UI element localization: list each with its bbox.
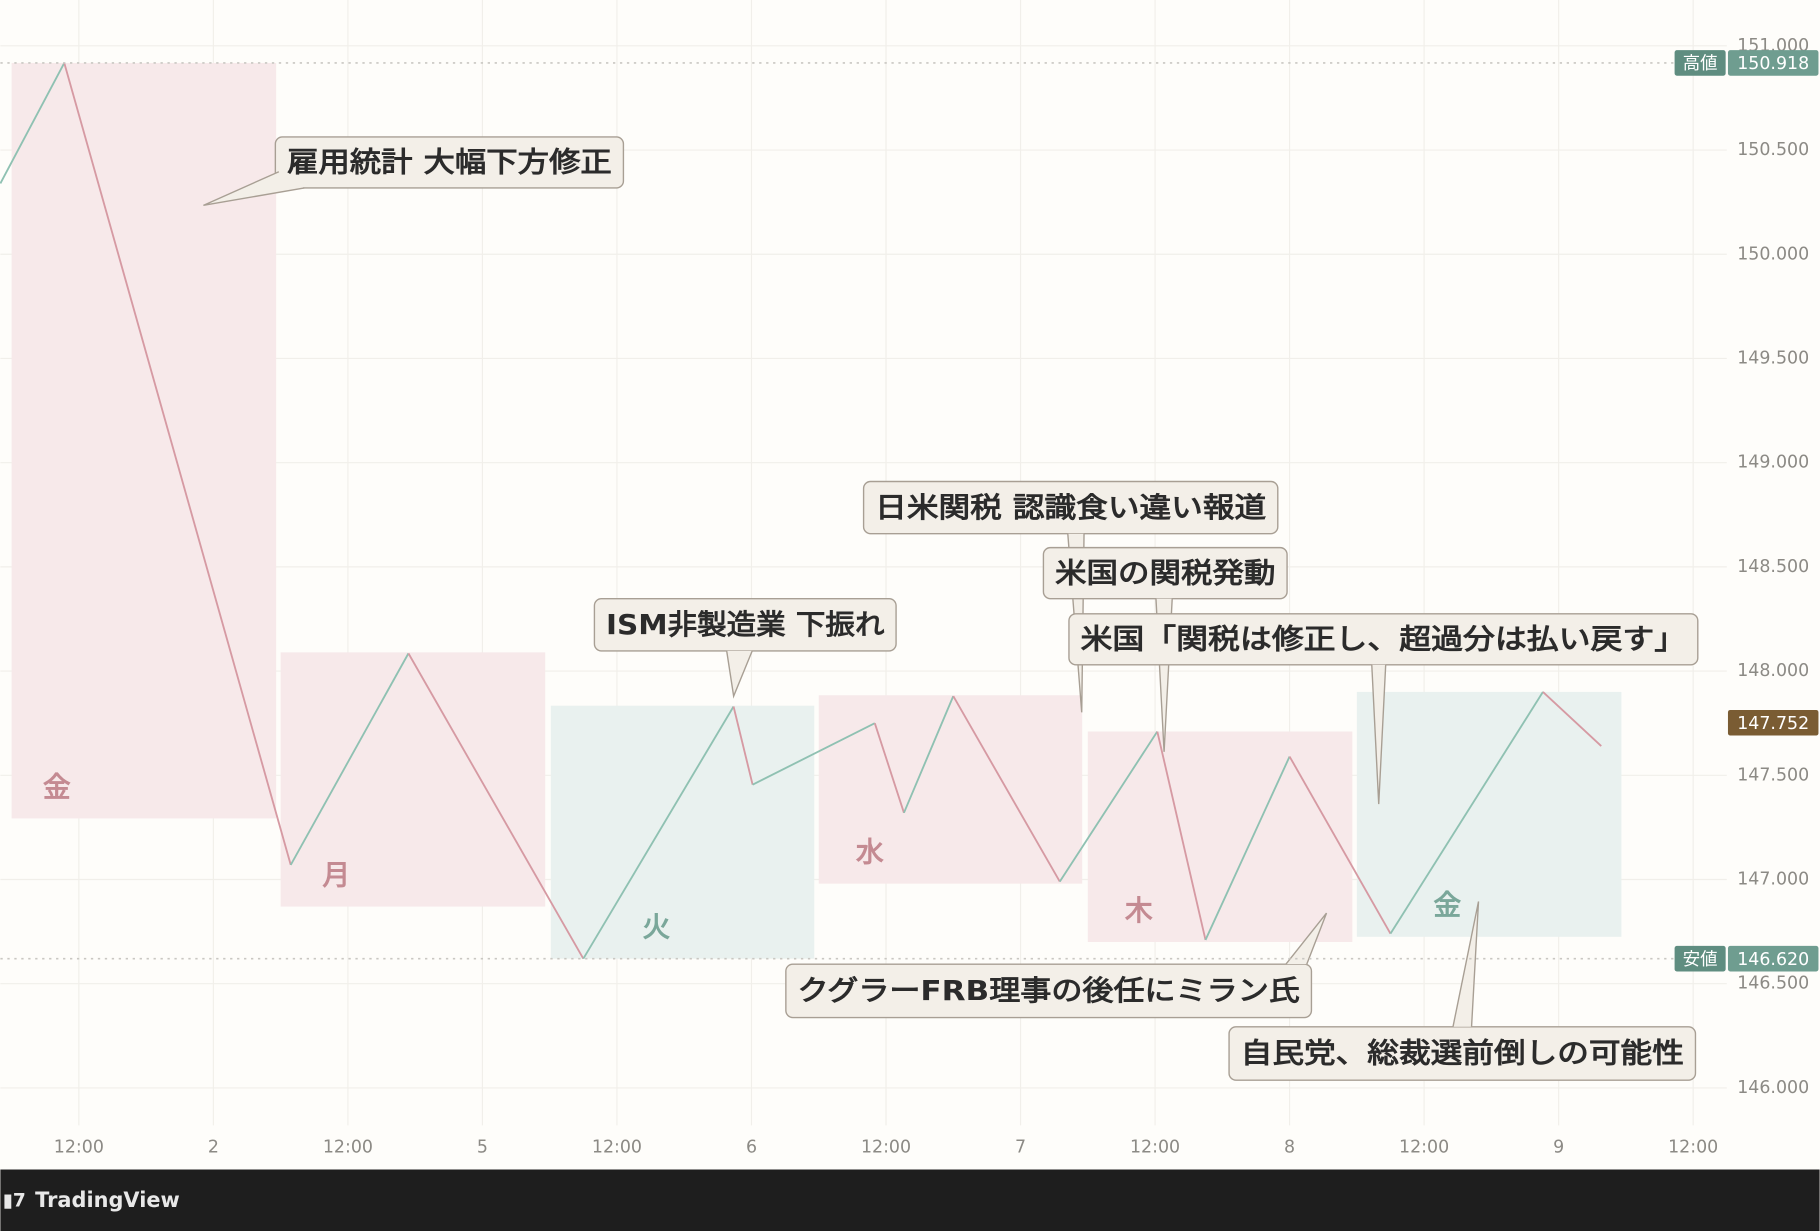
annotation-text: ISM非製造業 下振れ (606, 608, 885, 641)
price-tag-label: 安値 (1683, 950, 1718, 970)
x-tick-label: 7 (1015, 1137, 1026, 1157)
zigzag-segment (1156, 731, 1207, 941)
y-tick-label: 149.500 (1737, 348, 1809, 368)
x-tick-label: 12:00 (323, 1137, 373, 1157)
zigzag-segment (1389, 691, 1544, 935)
price-tag (1727, 50, 1819, 76)
zigzag-segment (582, 706, 735, 960)
brand-logo: ▮7 (3, 1190, 26, 1211)
zigzag (0, 62, 1602, 960)
price-tag (1727, 945, 1819, 972)
annotation-tail-edge (725, 650, 753, 699)
zigzag-segment (873, 722, 905, 814)
zigzag-segment (1288, 756, 1392, 935)
y-tick-label: 149.000 (1737, 453, 1809, 473)
annotation-tail (726, 650, 753, 697)
price-tag-value: 146.620 (1737, 950, 1809, 970)
annotations: 雇用統計 大幅下方修正 ISM非製造業 下振れ 日米関税 認識食い違い報道米国の関税… (203, 136, 1699, 1081)
zigzag-segment (0, 62, 66, 184)
annotation-text: 自民党、総裁選前倒しの可能性 (1241, 1037, 1684, 1070)
y-tick-label: 150.500 (1737, 140, 1809, 160)
zigzag-segment (1058, 731, 1159, 883)
x-tick-label: 5 (477, 1137, 488, 1157)
day-label: 月 (321, 858, 350, 891)
zigzag-segment (289, 652, 410, 866)
zigzag-segment (903, 695, 955, 814)
day-label: 金 (43, 770, 71, 803)
annotation-text: 米国の関税発動 (1055, 556, 1275, 589)
x-tick-label: 12:00 (1399, 1137, 1449, 1157)
annotation-tail-edge (203, 171, 305, 207)
annotation-text: 雇用統計 大幅下方修正 (287, 146, 612, 179)
price-tag (1727, 710, 1819, 736)
annotation-text: クグラーFRB理事の後任にミラン氏 (797, 974, 1300, 1007)
zigzag-segment (1204, 756, 1291, 941)
x-tick-label: 2 (208, 1137, 219, 1157)
y-tick-label: 146.000 (1737, 1078, 1809, 1098)
y-tick-label: 148.000 (1737, 661, 1809, 681)
x-tick-label: 12:00 (1130, 1137, 1180, 1157)
day-box (1356, 691, 1622, 937)
x-tick-label: 12:00 (592, 1137, 642, 1157)
day-label: 火 (642, 911, 670, 944)
annotation-box (274, 136, 625, 189)
annotation-box (785, 963, 1313, 1019)
price-tag-label: 高値 (1683, 54, 1718, 74)
day-label: 木 (1124, 894, 1153, 927)
x-tick-label: 9 (1553, 1137, 1564, 1157)
zigzag-segment (1542, 691, 1602, 747)
annotation-tail (203, 171, 305, 206)
zigzag-segment (952, 695, 1061, 883)
day-box (280, 652, 546, 907)
x-tick-label: 12:00 (861, 1137, 911, 1157)
price-tag-label-bg (1674, 945, 1726, 972)
x-tick-label: 12:00 (1668, 1137, 1718, 1157)
day-label: 水 (855, 835, 884, 868)
axes: 151.000150.500150.000149.500149.000148.5… (0, 36, 1819, 1157)
day-boxes: 金月火水木金 (11, 62, 1622, 959)
annotation-text: 日米関税 認識食い違い報道 (875, 491, 1266, 524)
annotation-tail-edge (1285, 912, 1328, 965)
annotation-tail (1371, 664, 1386, 805)
zigzag-segment (752, 722, 876, 786)
y-tick-label: 147.000 (1737, 869, 1809, 889)
annotation-text: 米国「関税は修正し、超過分は払い戻す」 (1081, 622, 1687, 655)
y-tick-label: 148.500 (1737, 557, 1809, 577)
zigzag-segment (732, 706, 754, 785)
zigzag-segment (407, 652, 585, 960)
footer-bar (0, 1169, 1820, 1231)
x-tick-label: 8 (1284, 1137, 1295, 1157)
y-tick-label: 147.500 (1737, 765, 1809, 785)
annotation-tail-edge (1452, 901, 1480, 1027)
price-tag-label-bg (1674, 50, 1726, 76)
day-box (818, 695, 1083, 884)
brand: TradingView (35, 1188, 180, 1212)
price-tag-value: 150.918 (1737, 54, 1809, 74)
zigzag-segment (63, 62, 292, 866)
x-tick-label: 12:00 (54, 1137, 104, 1157)
x-tick-label: 6 (746, 1137, 757, 1157)
day-box (11, 62, 277, 819)
price-tag-value: 147.752 (1737, 714, 1809, 734)
y-tick-label: 146.500 (1737, 974, 1809, 994)
annotation-tail-edge (1371, 664, 1387, 805)
day-label: 金 (1433, 889, 1461, 922)
day-box (550, 705, 815, 959)
y-tick-label: 150.000 (1737, 244, 1809, 264)
